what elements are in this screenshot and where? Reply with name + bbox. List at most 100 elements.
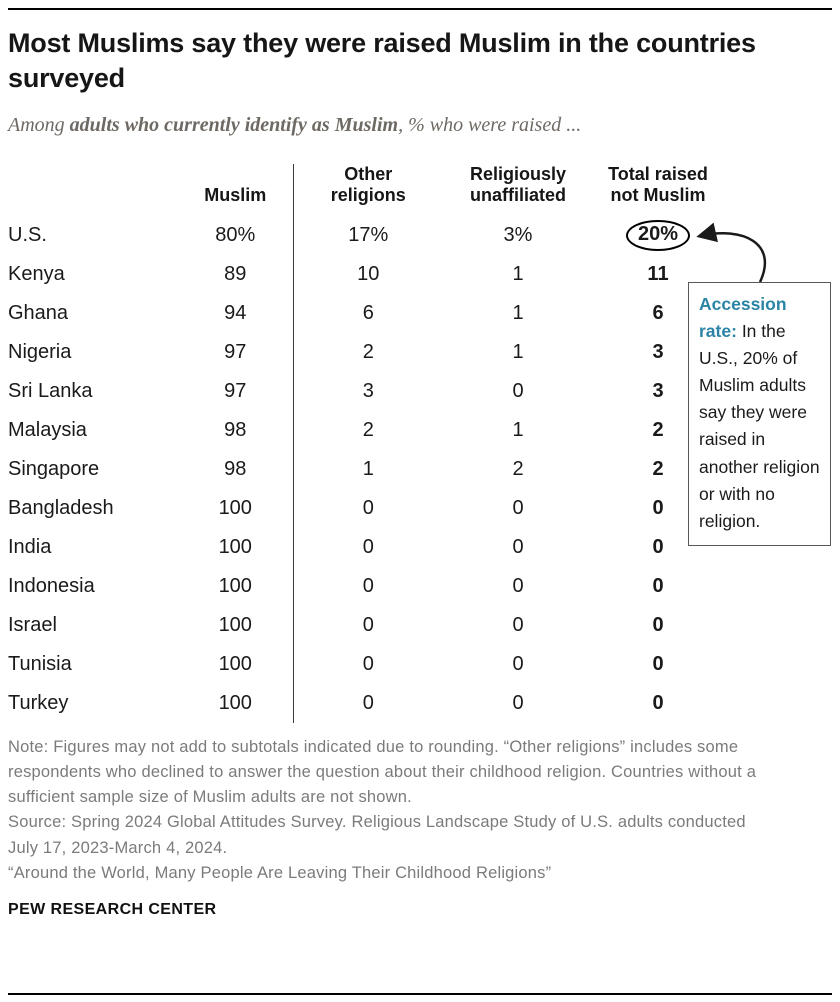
value-cell: 1 <box>512 302 524 325</box>
value-cell: 2 <box>512 458 524 481</box>
table-body: U.S. 80% 17% 3% 20% Kenya 89 10 1 11 Gha… <box>8 216 723 724</box>
top-rule <box>8 8 832 10</box>
note-text: Note: Figures may not add to subtotals i… <box>8 738 757 807</box>
value-cell: 89 <box>224 263 247 286</box>
value-cell: 0 <box>652 692 664 715</box>
value-cell: 3 <box>652 341 664 364</box>
col-header-religiously-unaffiliated: Religiously unaffiliated <box>469 163 567 206</box>
callout-text: In the U.S., 20% of Muslim adults say th… <box>699 320 820 531</box>
value-cell: 97 <box>224 380 247 403</box>
subtitle-prefix: Among <box>8 114 70 137</box>
country-cell: Nigeria <box>8 341 72 364</box>
callout-accession-rate: Accession rate: In the U.S., 20% of Musl… <box>688 281 831 546</box>
table-row: Singapore 98 1 2 2 <box>8 450 723 490</box>
col-header-country <box>8 164 178 216</box>
table-row: Israel 100 0 0 0 <box>8 606 723 646</box>
country-cell: Sri Lanka <box>8 380 93 403</box>
country-cell: Israel <box>8 614 57 637</box>
table-row: Indonesia 100 0 0 0 <box>8 567 723 607</box>
value-cell: 0 <box>652 536 664 559</box>
table-header-row: Muslim Other religions Religiously unaff… <box>8 163 723 217</box>
value-cell: 100 <box>218 653 252 676</box>
value-cell: 3 <box>292 372 443 412</box>
value-cell: 6 <box>292 294 443 334</box>
table-row: Sri Lanka 97 3 0 3 <box>8 372 723 412</box>
subtitle: Among adults who currently identify as M… <box>8 112 633 140</box>
value-cell: 0 <box>512 575 524 598</box>
value-cell: 100 <box>218 614 252 637</box>
table-row: Turkey 100 0 0 0 <box>8 684 723 724</box>
value-cell: 1 <box>512 419 524 442</box>
value-cell: 98 <box>224 458 247 481</box>
table-row: Ghana 94 6 1 6 <box>8 294 723 334</box>
data-table: Muslim Other religions Religiously unaff… <box>8 163 723 724</box>
country-cell: Turkey <box>8 692 69 715</box>
country-cell: India <box>8 536 52 559</box>
value-cell: 0 <box>292 528 443 568</box>
value-cell: 100 <box>218 575 252 598</box>
value-cell: 0 <box>652 614 664 637</box>
country-cell: Indonesia <box>8 575 95 598</box>
value-cell: 6 <box>652 302 664 325</box>
notes-block: Note: Figures may not add to subtotals i… <box>8 735 780 885</box>
value-cell: 0 <box>512 536 524 559</box>
value-cell: 2 <box>652 419 664 442</box>
value-cell: 17% <box>292 216 443 256</box>
bottom-rule <box>8 993 832 995</box>
country-cell: Singapore <box>8 458 100 481</box>
table-area: Muslim Other religions Religiously unaff… <box>8 163 832 724</box>
value-cell: 0 <box>292 645 443 685</box>
value-cell: 1 <box>512 341 524 364</box>
value-cell: 10 <box>292 255 443 295</box>
table-row: Malaysia 98 2 1 2 <box>8 411 723 451</box>
table-row: Bangladesh 100 0 0 0 <box>8 489 723 529</box>
table-row: U.S. 80% 17% 3% 20% <box>8 216 723 256</box>
value-cell: 100 <box>218 692 252 715</box>
subtitle-emphasis: adults who currently identify as Muslim <box>69 114 399 137</box>
value-cell: 2 <box>292 333 443 373</box>
value-cell: 0 <box>512 380 524 403</box>
value-cell: 0 <box>512 614 524 637</box>
page-title: Most Muslims say they were raised Muslim… <box>8 28 756 94</box>
value-cell: 0 <box>512 692 524 715</box>
value-cell: 0 <box>292 567 443 607</box>
value-cell: 3 <box>652 380 664 403</box>
table-row: India 100 0 0 0 <box>8 528 723 568</box>
country-cell: Bangladesh <box>8 497 114 520</box>
country-cell: Malaysia <box>8 419 87 442</box>
value-cell: 0 <box>652 497 664 520</box>
value-cell: 0 <box>512 497 524 520</box>
country-cell: Kenya <box>8 263 65 286</box>
value-cell: 94 <box>224 302 247 325</box>
brand-footer: PEW RESEARCH CENTER <box>8 900 217 918</box>
value-cell: 0 <box>292 606 443 646</box>
country-cell: Tunisia <box>8 653 72 676</box>
value-cell: 80% <box>215 224 256 247</box>
value-cell: 2 <box>292 411 443 451</box>
value-cell: 3% <box>503 224 533 247</box>
value-cell: 1 <box>512 263 524 286</box>
value-cell: 11 <box>647 263 669 286</box>
value-cell: 0 <box>652 575 664 598</box>
value-cell: 20% <box>593 216 723 255</box>
subtitle-suffix: , % who were raised ... <box>398 114 582 137</box>
source-text: Source: Spring 2024 Global Attitudes Sur… <box>8 813 746 857</box>
value-cell: 98 <box>224 419 247 442</box>
value-cell: 0 <box>292 684 443 724</box>
value-cell: 100 <box>218 536 252 559</box>
callout-label: Accession rate: <box>699 293 787 341</box>
col-header-total-raised-not-muslim: Total raised not Muslim <box>608 163 708 206</box>
value-cell: 100 <box>218 497 252 520</box>
table-row: Kenya 89 10 1 11 <box>8 255 723 295</box>
country-cell: Ghana <box>8 302 69 325</box>
circled-value: 20% <box>625 220 691 252</box>
col-header-other-religions: Other religions <box>292 163 443 217</box>
country-cell: U.S. <box>8 224 47 247</box>
table-row: Nigeria 97 2 1 3 <box>8 333 723 373</box>
value-cell: 0 <box>652 653 664 676</box>
citation-text: “Around the World, Many People Are Leavi… <box>8 863 552 882</box>
value-cell: 0 <box>292 489 443 529</box>
value-cell: 1 <box>292 450 443 490</box>
value-cell: 0 <box>512 653 524 676</box>
